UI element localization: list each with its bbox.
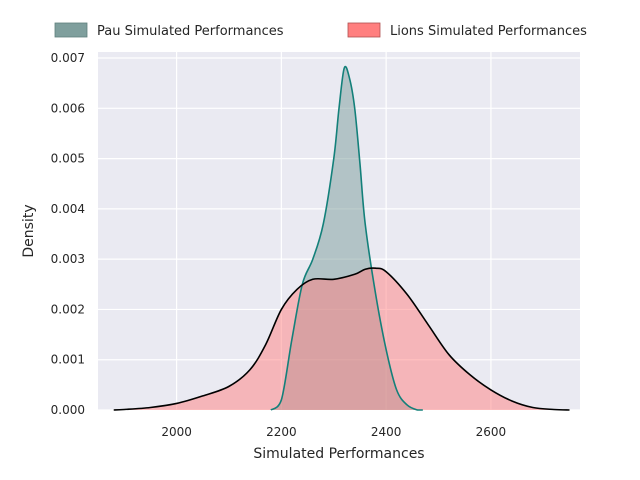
density-lines: [113, 65, 570, 411]
x-tick-label: 2200: [266, 425, 297, 439]
density-area-lions: [113, 268, 570, 410]
x-tick-label: 2600: [476, 425, 507, 439]
legend-swatch-lions: [347, 22, 381, 38]
y-tick-label: 0.000: [51, 403, 85, 417]
y-tick-label: 0.004: [51, 202, 85, 216]
x-axis-title: Simulated Performances: [253, 446, 424, 462]
legend: Pau Simulated Performances Lions Simulat…: [54, 22, 587, 39]
legend-label-pau: Pau Simulated Performances: [97, 24, 284, 39]
density-line-lions: [113, 267, 570, 411]
density-areas: [113, 66, 570, 410]
y-tick-label: 0.003: [51, 252, 85, 266]
y-tick-label: 0.002: [51, 302, 85, 316]
y-tick-label: 0.007: [51, 51, 85, 65]
x-tick-label: 2400: [371, 425, 402, 439]
x-tick-label: 2000: [161, 425, 192, 439]
y-axis-title: Density: [21, 204, 37, 257]
legend-label-lions: Lions Simulated Performances: [390, 24, 587, 39]
y-tick-label: 0.006: [51, 101, 85, 115]
y-axis-ticks: 0.000 0.001 0.002 0.003 0.004 0.005 0.006 0.007: [51, 51, 85, 417]
x-axis-ticks: 2000 2200 2400 2600: [161, 425, 506, 439]
legend-swatch-pau: [54, 22, 88, 38]
y-tick-label: 0.005: [51, 152, 85, 166]
y-tick-label: 0.001: [51, 353, 85, 367]
